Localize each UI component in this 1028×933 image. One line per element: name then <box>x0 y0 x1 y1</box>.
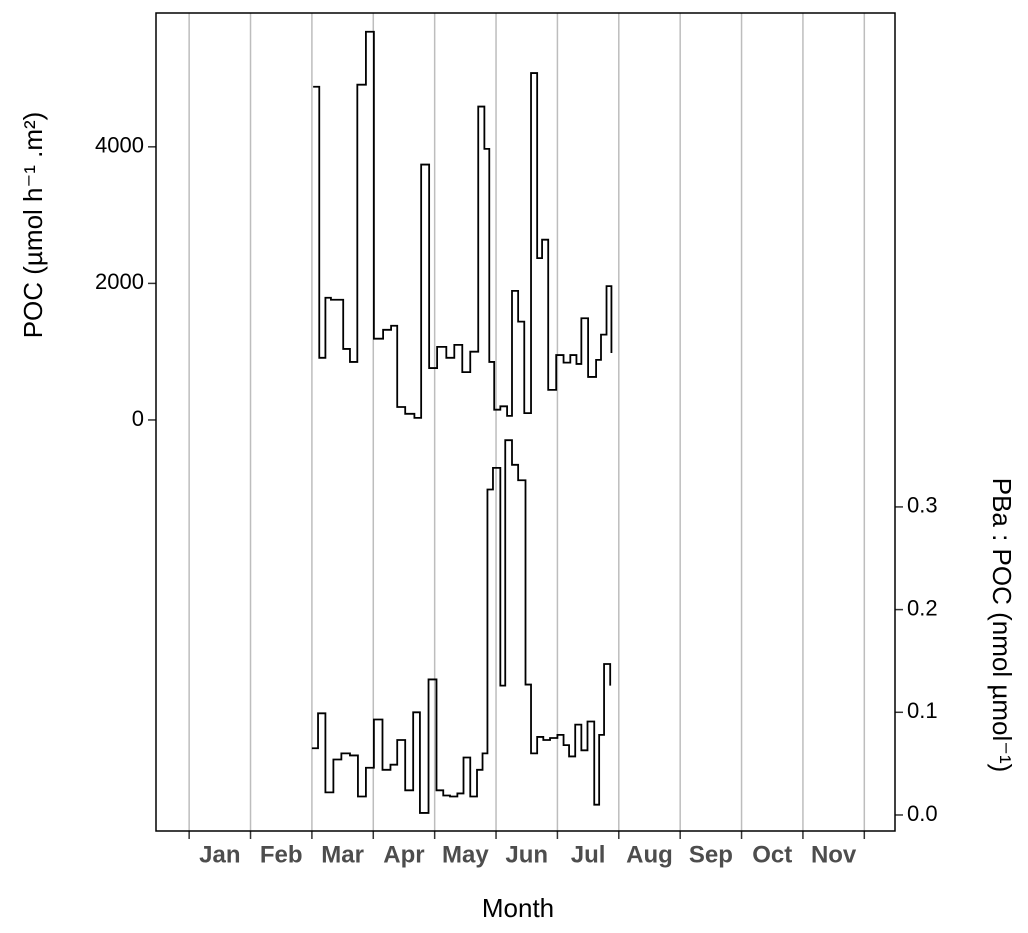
y2-tick-label: 0.2 <box>907 595 938 620</box>
plot-border <box>155 12 896 832</box>
y-tick-label: 4000 <box>95 133 144 158</box>
series-line <box>311 439 612 814</box>
x-tick-label: Oct <box>752 841 792 868</box>
x-tick-label: Sep <box>689 841 733 868</box>
x-tick-label: May <box>442 841 489 868</box>
y2-tick-label: 0.0 <box>907 801 938 826</box>
y-tick-label: 0 <box>132 406 144 431</box>
x-tick-label: Jan <box>199 841 240 868</box>
y-axis-label: POC (µmol h⁻¹ .m²) <box>18 112 48 339</box>
x-tick-label: Mar <box>321 841 364 868</box>
y2-axis-label: PBa : POC (nmol µmol⁻¹) <box>987 478 1017 773</box>
series-line <box>313 30 613 419</box>
x-axis-label: Month <box>482 893 554 923</box>
x-tick-label: Feb <box>260 841 303 868</box>
x-tick-label: Nov <box>811 841 857 868</box>
y2-tick-label: 0.3 <box>907 493 938 518</box>
x-tick-label: Jul <box>571 841 606 868</box>
y2-tick-label: 0.1 <box>907 698 938 723</box>
y-tick-label: 2000 <box>95 269 144 294</box>
x-tick-label: Aug <box>626 841 673 868</box>
x-tick-label: Jun <box>505 841 548 868</box>
x-tick-label: Apr <box>383 841 424 868</box>
